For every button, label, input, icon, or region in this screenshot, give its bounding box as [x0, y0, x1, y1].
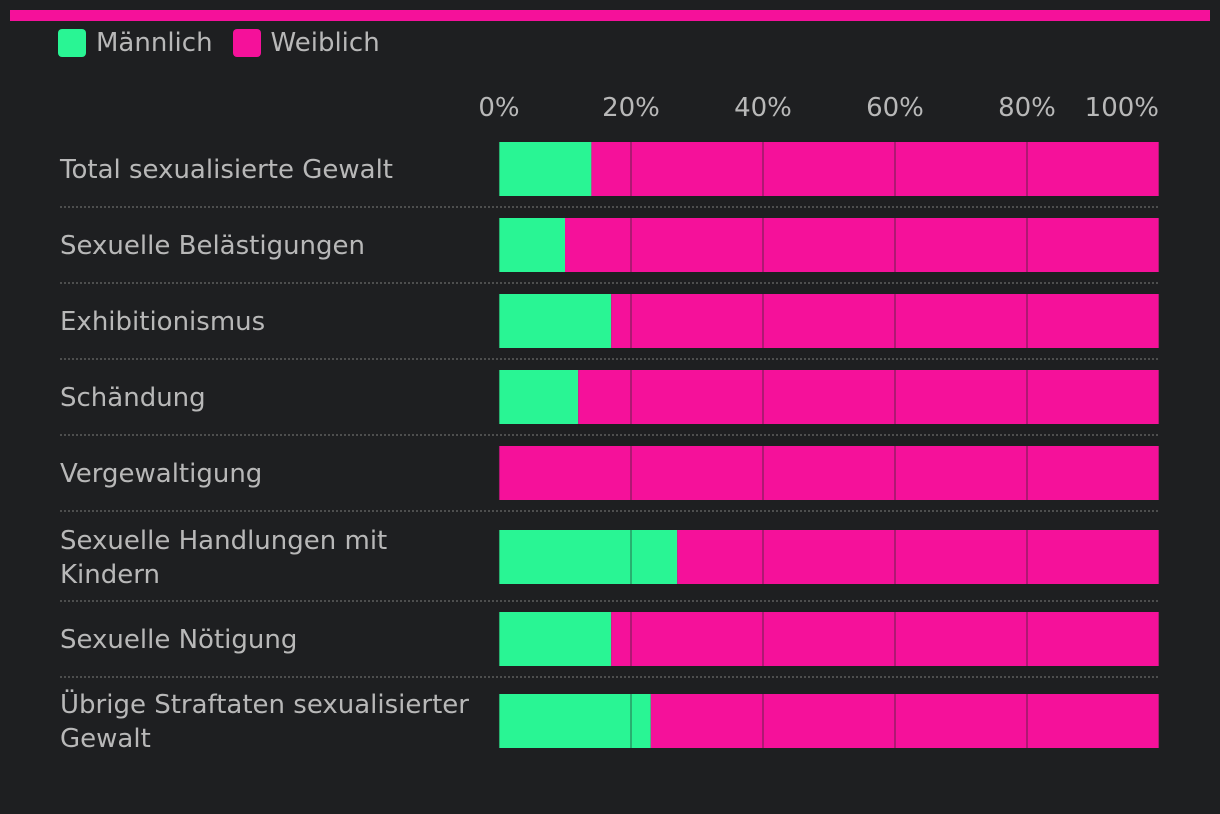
legend: Männlich Weiblich	[58, 28, 400, 58]
bar-mnnlich	[499, 218, 565, 272]
legend-label-weiblich: Weiblich	[270, 28, 380, 58]
category-label: Gewalt	[60, 724, 151, 754]
x-tick-label: 100%	[1085, 93, 1159, 123]
category-label: Total sexualisierte Gewalt	[59, 155, 393, 185]
x-tick-label: 80%	[998, 93, 1056, 123]
category-label: Sexuelle Belästigungen	[60, 231, 365, 261]
legend-swatch-weiblich	[232, 29, 261, 57]
category-label: Sexuelle Nötigung	[60, 625, 297, 655]
bar-weiblich	[578, 370, 1159, 424]
category-label: Exhibitionismus	[60, 307, 265, 337]
x-tick-label: 0%	[478, 93, 519, 123]
legend-item-maennlich: Männlich	[58, 28, 213, 58]
bar-mnnlich	[499, 530, 678, 584]
bar-weiblich	[677, 530, 1159, 584]
bar-weiblich	[611, 294, 1159, 348]
bar-weiblich	[565, 218, 1159, 272]
legend-swatch-maennlich	[58, 29, 86, 57]
bar-mnnlich	[499, 142, 592, 196]
x-tick-label: 20%	[602, 93, 660, 123]
bar-weiblich	[611, 612, 1159, 666]
bar-weiblich	[499, 446, 1159, 500]
x-tick-label: 60%	[866, 93, 924, 123]
category-label: Übrige Straftaten sexualisierter	[60, 688, 469, 720]
category-label: Schändung	[60, 383, 206, 413]
bar-weiblich	[591, 142, 1159, 196]
legend-item-weiblich: Weiblich	[232, 28, 380, 58]
bar-weiblich	[650, 694, 1159, 748]
category-label: Sexuelle Handlungen mit	[60, 526, 387, 556]
category-label: Kindern	[60, 560, 160, 590]
x-tick-label: 40%	[734, 93, 792, 123]
bar-mnnlich	[499, 694, 651, 748]
bar-mnnlich	[499, 294, 612, 348]
bar-mnnlich	[499, 612, 612, 666]
accent-bar	[10, 10, 1210, 21]
category-label: Vergewaltigung	[60, 459, 262, 489]
legend-label-maennlich: Männlich	[96, 28, 213, 58]
bar-mnnlich	[499, 370, 579, 424]
